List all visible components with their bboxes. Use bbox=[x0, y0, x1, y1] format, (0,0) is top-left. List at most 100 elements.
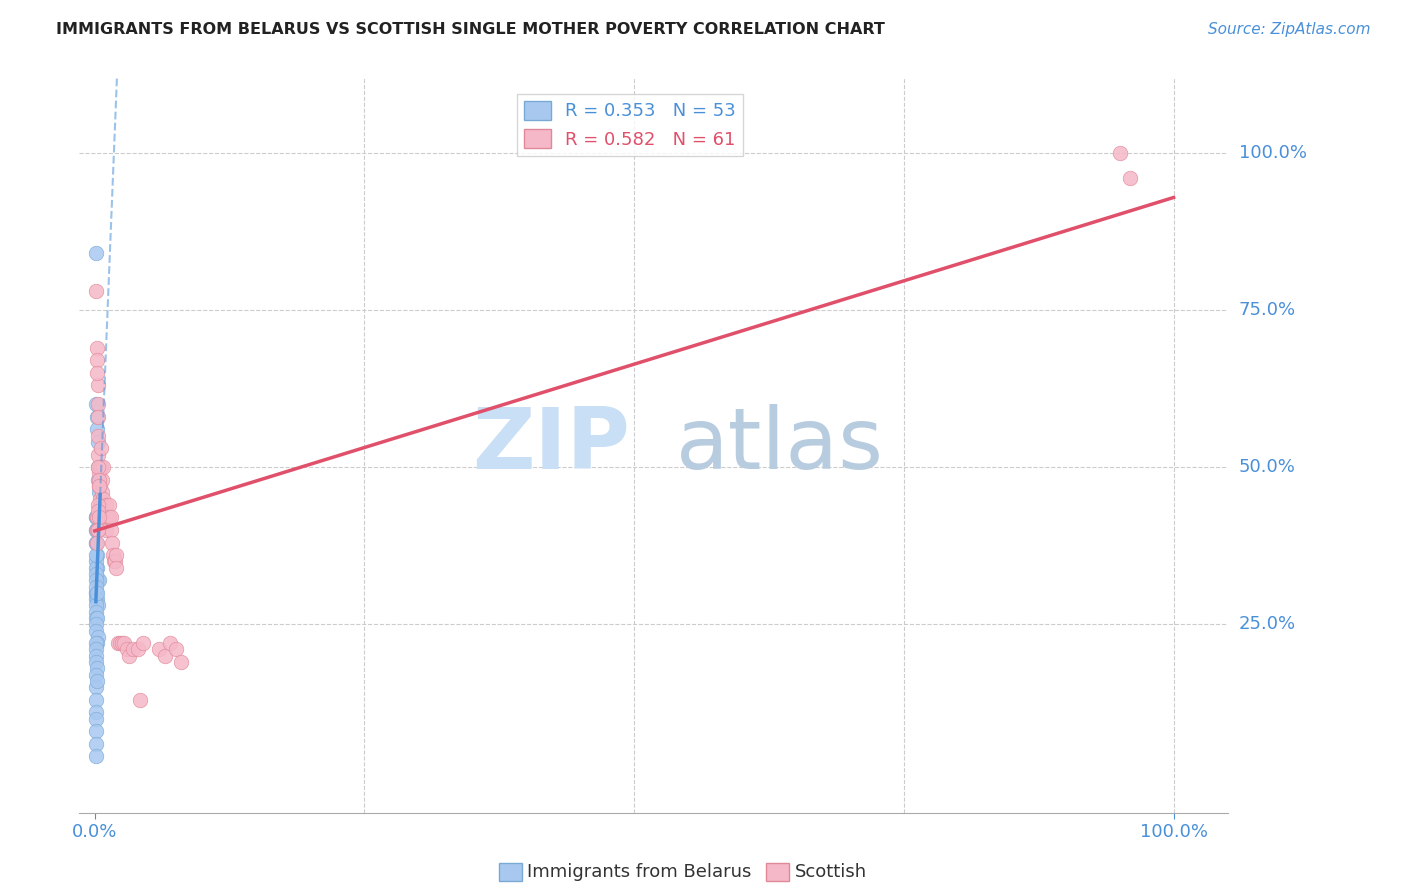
Point bbox=[127, 642, 149, 657]
Point bbox=[87, 523, 110, 537]
Point bbox=[1119, 171, 1142, 186]
Point bbox=[87, 473, 110, 487]
Point bbox=[86, 548, 108, 562]
Point bbox=[84, 535, 107, 549]
Point bbox=[86, 523, 108, 537]
Point bbox=[1108, 145, 1130, 160]
Point bbox=[105, 548, 128, 562]
Text: 50.0%: 50.0% bbox=[1239, 458, 1295, 476]
Point bbox=[87, 460, 110, 475]
Point bbox=[84, 510, 107, 524]
Point bbox=[93, 491, 115, 506]
Point bbox=[84, 574, 107, 588]
Point bbox=[107, 636, 129, 650]
Point bbox=[84, 749, 107, 764]
Point bbox=[84, 554, 107, 568]
Text: Source: ZipAtlas.com: Source: ZipAtlas.com bbox=[1208, 22, 1371, 37]
Text: 25.0%: 25.0% bbox=[1239, 615, 1296, 633]
Point bbox=[86, 341, 108, 355]
Point bbox=[86, 636, 108, 650]
Point bbox=[84, 246, 107, 260]
Point bbox=[87, 479, 110, 493]
Point bbox=[97, 498, 120, 512]
Point bbox=[87, 473, 110, 487]
Text: atlas: atlas bbox=[676, 404, 884, 487]
Point bbox=[94, 498, 117, 512]
Point bbox=[87, 510, 110, 524]
Point bbox=[84, 648, 107, 663]
Point bbox=[87, 504, 110, 518]
Point bbox=[108, 636, 131, 650]
Point bbox=[115, 642, 138, 657]
Point bbox=[159, 636, 181, 650]
Point bbox=[86, 586, 108, 600]
Point bbox=[89, 498, 111, 512]
Point bbox=[91, 485, 114, 500]
Point bbox=[84, 284, 107, 298]
Point bbox=[84, 724, 107, 739]
Point bbox=[84, 642, 107, 657]
Point bbox=[89, 479, 111, 493]
Text: 100.0%: 100.0% bbox=[1239, 144, 1306, 161]
Point bbox=[97, 510, 120, 524]
Point bbox=[84, 523, 107, 537]
Point bbox=[89, 491, 111, 506]
Point bbox=[103, 554, 125, 568]
Point bbox=[84, 636, 107, 650]
Point bbox=[100, 510, 122, 524]
Point bbox=[87, 498, 110, 512]
Point bbox=[86, 409, 108, 424]
Point bbox=[84, 535, 107, 549]
Point bbox=[84, 617, 107, 632]
Point bbox=[89, 460, 111, 475]
Point bbox=[101, 535, 124, 549]
Point bbox=[87, 378, 110, 392]
Point bbox=[87, 479, 110, 493]
Text: 75.0%: 75.0% bbox=[1239, 301, 1296, 319]
Point bbox=[84, 510, 107, 524]
Point bbox=[94, 523, 117, 537]
Point bbox=[86, 611, 108, 625]
Point bbox=[87, 630, 110, 644]
Point bbox=[91, 473, 114, 487]
Point bbox=[84, 605, 107, 619]
Point bbox=[90, 460, 112, 475]
Point bbox=[84, 586, 107, 600]
Point bbox=[93, 460, 115, 475]
Point bbox=[100, 523, 122, 537]
Point bbox=[87, 467, 110, 481]
Point bbox=[84, 680, 107, 694]
Point bbox=[84, 548, 107, 562]
Point bbox=[86, 353, 108, 368]
Point bbox=[86, 535, 108, 549]
Point bbox=[132, 636, 155, 650]
Point bbox=[101, 548, 124, 562]
Point bbox=[148, 642, 170, 657]
Point bbox=[121, 642, 143, 657]
Point bbox=[87, 574, 110, 588]
Point bbox=[87, 599, 110, 613]
Point bbox=[84, 586, 107, 600]
Text: IMMIGRANTS FROM BELARUS VS SCOTTISH SINGLE MOTHER POVERTY CORRELATION CHART: IMMIGRANTS FROM BELARUS VS SCOTTISH SING… bbox=[56, 22, 886, 37]
Point bbox=[90, 442, 112, 456]
Point bbox=[86, 366, 108, 380]
Point bbox=[86, 661, 108, 675]
Text: ZIP: ZIP bbox=[472, 404, 630, 487]
Point bbox=[165, 642, 187, 657]
Point bbox=[84, 706, 107, 720]
Point bbox=[84, 523, 107, 537]
Point bbox=[86, 510, 108, 524]
Point bbox=[87, 574, 110, 588]
Point bbox=[87, 485, 110, 500]
Point bbox=[153, 648, 176, 663]
Point bbox=[97, 510, 120, 524]
Point bbox=[86, 673, 108, 688]
Point bbox=[118, 648, 141, 663]
Point bbox=[84, 655, 107, 669]
Point bbox=[170, 655, 193, 669]
Point bbox=[84, 624, 107, 638]
Point bbox=[111, 636, 134, 650]
Point bbox=[105, 560, 128, 574]
Point bbox=[104, 554, 127, 568]
Point bbox=[84, 560, 107, 574]
